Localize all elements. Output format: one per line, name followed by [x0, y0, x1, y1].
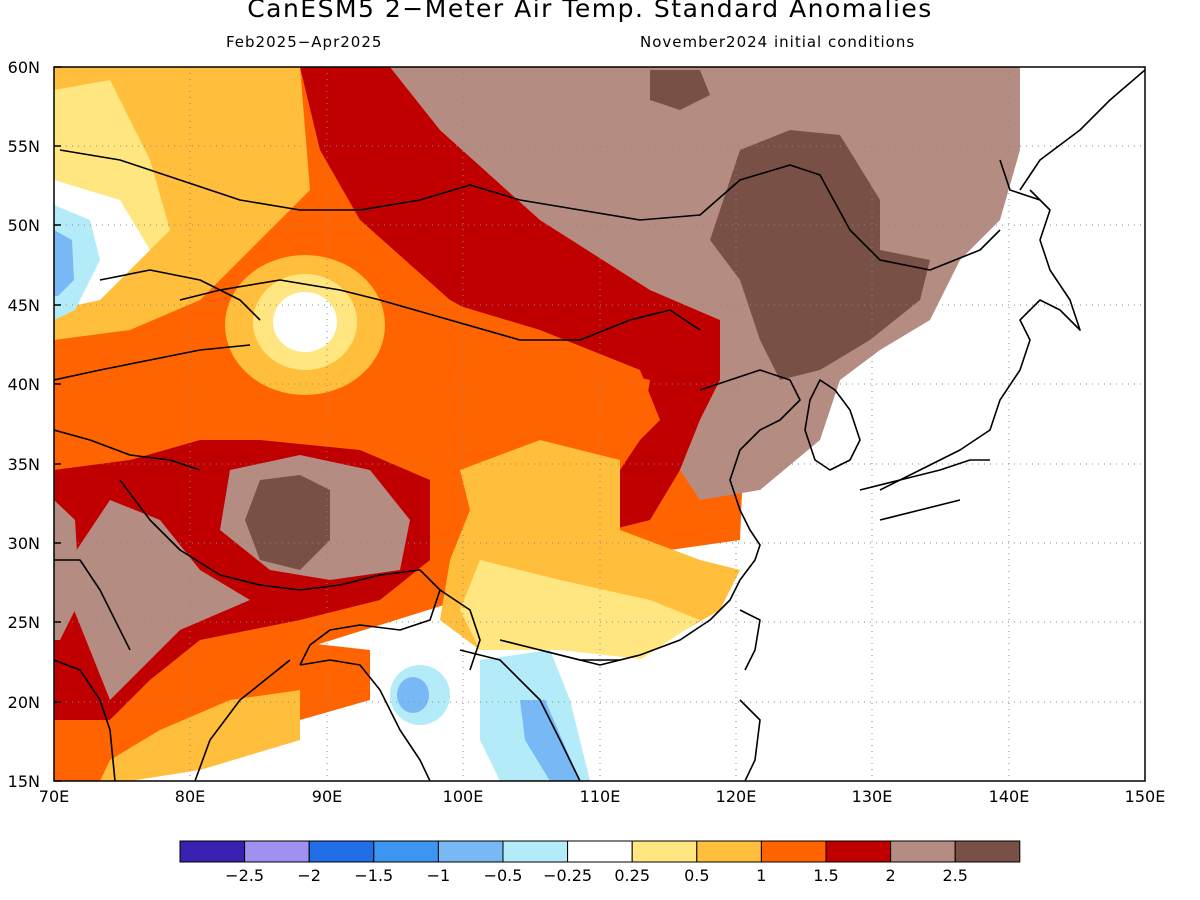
coastlines [54, 69, 1145, 781]
colorbar-labels: −2.5 −2 −1.5 −1 −0.5 −0.25 0.25 0.5 1 1.… [225, 866, 968, 885]
colorbar-label: 2.5 [942, 866, 967, 885]
lat-label: 25N [8, 613, 40, 632]
lat-label: 40N [8, 375, 40, 394]
anomaly-region-neutral-se [370, 650, 780, 781]
map-area [54, 67, 1145, 781]
colorbar-swatch [890, 840, 956, 863]
lon-label: 90E [312, 787, 342, 806]
anomaly-region-3-ne [710, 130, 930, 380]
lon-label: 130E [852, 787, 893, 806]
lon-label: 70E [39, 787, 69, 806]
colorbar-label: −2.5 [225, 866, 264, 885]
colorbar-label: 1 [756, 866, 766, 885]
anomaly-region-3-north [650, 70, 710, 110]
forecast-period: Feb2025−Apr2025 [226, 33, 383, 51]
colorbar-swatch [954, 840, 1021, 863]
colorbar-swatch [567, 840, 633, 863]
colorbar-swatch [437, 840, 504, 863]
lat-label: 35N [8, 455, 40, 474]
lat-label: 20N [8, 693, 40, 712]
colorbar-label: 2 [886, 866, 896, 885]
country-borders [54, 149, 1001, 671]
colorbar-label: 0.25 [614, 866, 650, 885]
anomaly-region-cool-nw [54, 230, 74, 296]
anomaly-region-2p5-india [70, 500, 250, 700]
lat-label: 60N [8, 58, 40, 77]
colorbar-label: −2 [297, 866, 321, 885]
anomaly-region-cool-myanmar [397, 677, 429, 713]
colorbar-swatch [631, 840, 698, 863]
lon-label: 110E [580, 787, 621, 806]
anomaly-region-cold-nw [54, 205, 100, 320]
map-frame [53, 66, 1146, 782]
colorbar-swatch [696, 840, 762, 863]
anomaly-region-2p5-west [54, 500, 80, 640]
lat-label: 30N [8, 534, 40, 553]
lon-label: 80E [175, 787, 205, 806]
anomaly-region-3-tibet [245, 475, 330, 570]
lat-label: 50N [8, 216, 40, 235]
anomaly-region-2-band [300, 67, 720, 530]
lon-label: 140E [989, 787, 1030, 806]
anomaly-region-0p5-south-india [100, 690, 300, 781]
colorbar-swatch [373, 840, 439, 863]
lat-tick-marks [54, 66, 61, 782]
colorbar-label: −0.5 [484, 866, 523, 885]
lon-label: 150E [1125, 787, 1166, 806]
lat-axis-labels: 15N 20N 25N 30N 35N 40N 45N 50N 55N 60N [8, 58, 40, 791]
colorbar-label: −0.25 [543, 866, 592, 885]
colorbar-label: −1 [427, 866, 451, 885]
lat-label: 45N [8, 296, 40, 315]
colorbar-swatch [502, 840, 569, 863]
lon-axis-labels: 70E 80E 90E 100E 110E 120E 130E 140E 150… [39, 787, 1166, 806]
anomaly-region-1p5-inner [440, 300, 660, 480]
colorbar-swatch [760, 840, 827, 863]
gridlines [54, 67, 1145, 781]
initial-conditions: November2024 initial conditions [640, 33, 916, 51]
colorbar-label: 1.5 [813, 866, 838, 885]
colorbar-swatch [825, 840, 892, 863]
colorbar-swatch [244, 840, 310, 863]
lon-label: 100E [443, 787, 484, 806]
lat-label: 15N [8, 772, 40, 791]
colorbar-label: 0.5 [684, 866, 709, 885]
anomaly-region-neutral-central [273, 292, 337, 352]
colorbar-swatch [308, 840, 375, 863]
lon-label: 120E [716, 787, 757, 806]
colorbar-swatch [179, 840, 246, 863]
anomaly-fill [54, 67, 1020, 781]
colorbar-label: −1.5 [354, 866, 393, 885]
anomaly-region-0p25-south [460, 560, 700, 660]
colorbar [179, 840, 1021, 863]
lat-label: 55N [8, 137, 40, 156]
map-title: CanESM5 2−Meter Air Temp. Standard Anoma… [247, 0, 933, 23]
anomaly-region-cool-se [520, 700, 580, 781]
